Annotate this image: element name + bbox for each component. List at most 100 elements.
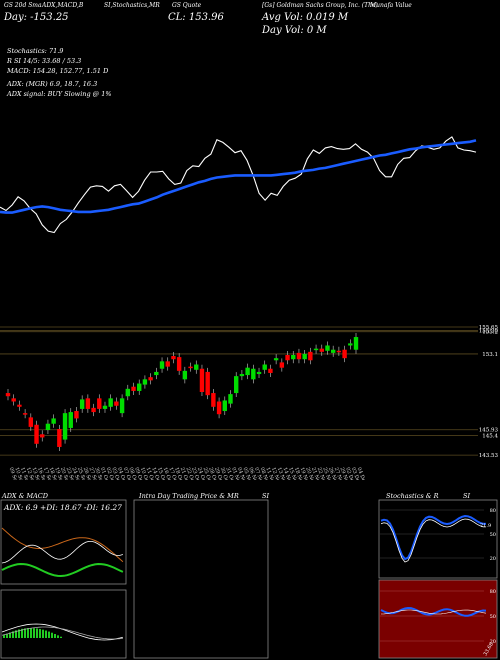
candle-body: [199, 368, 205, 392]
date-tick-label: 10 Sep: [13, 467, 25, 480]
candle-body: [17, 404, 22, 407]
candle-body: [330, 349, 336, 353]
info-rsi: R SI 14/5: 33.68 / 53.3: [7, 57, 82, 65]
date-tick-label: 22 Oct: [184, 467, 195, 480]
candle-body: [245, 367, 250, 376]
date-tick-label: 11 Sep: [19, 467, 31, 480]
date-tick-label: 13 Sep: [30, 467, 42, 480]
macd-histogram-bar: [18, 629, 20, 638]
macd-histogram-bar: [42, 629, 44, 638]
stoch-d-line: [380, 518, 487, 563]
date-tick-label: 29 Nov: [339, 467, 351, 480]
adx-panel-values: ADX: 6.9 +DI: 18.67 -DI: 16.27: [4, 503, 122, 512]
candle-body: [34, 424, 39, 444]
date-tick-label: 25 Sep: [76, 467, 88, 480]
candle-body: [291, 355, 296, 360]
macd-histogram-bar: [21, 628, 23, 638]
candle-body: [148, 377, 153, 381]
date-tick-label: 12 Nov: [270, 467, 282, 480]
candle-body: [182, 370, 188, 380]
macd-histogram-bar: [15, 630, 17, 638]
macd-panel: [0, 589, 127, 659]
date-tick-label: 20 Sep: [59, 467, 71, 480]
macd-histogram-bar: [57, 635, 59, 638]
candle-body: [319, 348, 324, 352]
date-tick-label: 08 Oct: [127, 467, 138, 480]
price-tick-label: 143.53: [479, 453, 499, 459]
date-tick-label: 23 Oct: [190, 467, 201, 480]
macd-histogram-bar: [9, 632, 11, 638]
header-quote: GS Quote: [172, 2, 202, 9]
macd-histogram-bar: [24, 628, 26, 638]
date-tick-label: 25 Oct: [202, 467, 213, 480]
macd-histogram-bar: [54, 633, 56, 638]
date-tick-label: 28 Oct: [207, 467, 218, 480]
macd-histogram-bar: [51, 632, 53, 638]
stoch-tick-label: 20: [490, 556, 496, 562]
date-tick-label: 20 Nov: [304, 467, 316, 480]
rsi-smooth-line: [380, 609, 487, 615]
stoch-tick-label: 80: [490, 508, 496, 514]
price-tick-label: 155.2: [482, 330, 498, 336]
date-tick-label: 05 Nov: [242, 467, 254, 480]
date-tick-label: 16 Sep: [36, 467, 48, 480]
stoch-value-label: 71.9: [480, 523, 491, 529]
candle-body: [142, 379, 148, 385]
stoch-k-line: [380, 514, 487, 561]
candle-body: [342, 349, 347, 359]
stoch-panel-si: SI: [463, 492, 471, 500]
date-tick-label: 03 Dec: [350, 467, 362, 480]
info-adx-signal: ADX signal: BUY Slowing @ 1%: [7, 90, 112, 98]
candle-body: [68, 412, 73, 428]
candle-body: [239, 374, 245, 377]
date-tick-label: 26 Nov: [327, 467, 339, 480]
header-adx-macd: ADX,MACD,B: [42, 2, 84, 9]
macd-histogram-bar: [33, 628, 35, 638]
date-tick-label: 22 Nov: [316, 467, 328, 480]
candle-body: [251, 368, 256, 380]
date-tick-label: 01 Nov: [230, 467, 242, 480]
candle-body: [211, 393, 216, 407]
candle-body: [154, 371, 159, 376]
candle-body: [216, 401, 222, 415]
info-stochastics: Stochastics: 71.9: [7, 47, 64, 55]
date-tick-label: 17 Oct: [167, 467, 178, 480]
date-tick-label: 15 Nov: [287, 467, 299, 480]
price-tick-label: 155.30: [479, 329, 499, 335]
candle-body: [97, 398, 102, 409]
date-tick-label: 30 Sep: [93, 467, 105, 480]
candle-body: [308, 351, 313, 361]
stoch-panel: [378, 499, 498, 579]
macd-histogram-bar: [6, 633, 8, 638]
candle-body: [194, 364, 199, 370]
date-tick-label: 04 Dec: [356, 467, 368, 480]
candle-body: [51, 418, 56, 424]
minus-di-line: [1, 562, 124, 578]
date-tick-label: 24 Oct: [196, 467, 207, 480]
candle-body: [313, 348, 319, 351]
header-avg-vol: Avg Vol: 0.019 M: [262, 12, 349, 23]
candle-body: [5, 393, 11, 397]
date-tick-label: 18 Oct: [173, 467, 184, 480]
date-tick-label: 09 Oct: [133, 467, 144, 480]
macd-histogram-bar: [39, 628, 41, 638]
date-tick-label: 03 Oct: [110, 467, 121, 480]
candle-body: [108, 398, 113, 407]
date-tick-label: 17 Sep: [42, 467, 54, 480]
candle-body: [102, 405, 108, 409]
date-tick-label: 11 Oct: [145, 467, 156, 480]
date-tick-label: 15 Oct: [156, 467, 167, 480]
date-tick-label: 04 Oct: [116, 467, 127, 480]
candle-body: [22, 413, 28, 415]
date-tick-label: 25 Nov: [321, 467, 333, 480]
date-tick-label: 13 Nov: [276, 467, 288, 480]
adx-line: [1, 527, 124, 563]
candle-body: [11, 398, 16, 402]
macd-histogram-bar: [27, 628, 29, 638]
rsi-tick-label: 80: [490, 589, 496, 595]
candle-body: [114, 401, 119, 406]
candle-body: [85, 398, 91, 409]
candle-body: [273, 358, 279, 361]
